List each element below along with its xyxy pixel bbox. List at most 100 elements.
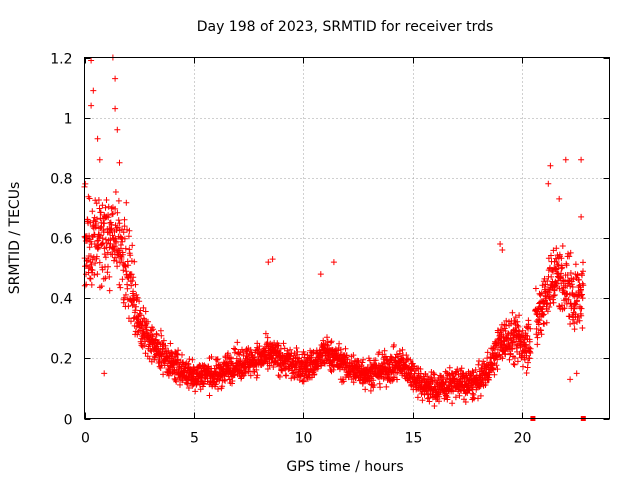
data-point [107,240,114,247]
data-point [192,388,199,395]
data-point [550,296,556,303]
data-point [497,241,504,247]
data-point [574,297,580,304]
data-point [440,374,447,381]
data-point [523,341,530,348]
data-point [125,303,132,310]
data-point [513,327,520,334]
data-point [559,264,566,271]
data-point [347,371,354,378]
data-point [376,349,383,356]
data-point [348,359,355,366]
data-point [158,332,165,339]
data-point [576,276,583,283]
data-point [97,209,104,216]
data-point [565,250,571,257]
data-point [580,259,586,266]
data-point [343,352,350,359]
data-point [89,267,96,274]
data-point [359,359,366,366]
data-point [186,356,193,363]
data-point [362,386,369,393]
data-point [511,355,518,361]
data-point [578,156,585,163]
data-point [294,348,301,355]
data-point [115,217,122,224]
plot-frame [84,57,610,419]
data-point [120,267,127,274]
data-point [126,227,133,234]
data-point [300,378,307,385]
data-point [136,298,143,305]
data-point [112,254,118,261]
y-axis-label: SRMTID / TECUs [7,182,23,295]
data-point [493,362,500,369]
data-point [512,314,519,321]
x-tick-label: 5 [190,431,199,447]
data-point [371,382,378,388]
data-point [370,377,377,384]
data-point [566,253,573,260]
y-tick-label: 0.2 [50,352,72,368]
data-point [567,249,574,256]
data-point [101,251,108,258]
data-point [88,102,95,109]
data-point [355,358,362,364]
data-point [550,292,557,299]
data-point [115,197,122,204]
data-point [289,370,296,377]
data-point [137,307,144,314]
data-point [293,345,300,351]
data-point [567,376,574,383]
data-point [580,268,586,275]
data-point [426,398,433,405]
data-point [544,308,551,315]
data-point [563,262,570,269]
data-point [538,331,545,338]
data-point [87,219,94,226]
data-point [283,372,290,379]
data-point [113,239,120,246]
data-point [344,356,351,363]
data-point [509,339,516,346]
data-point [232,346,239,353]
data-point [488,360,495,367]
data-point [573,301,579,308]
data-point [539,306,546,313]
data-point [130,288,137,295]
data-point [120,229,127,236]
data-point [526,338,533,345]
data-point [141,342,148,349]
data-point [547,162,554,169]
data-point [276,373,283,380]
data-point [544,278,551,284]
data-point [360,356,367,363]
data-point [105,214,112,221]
data-point [94,135,101,142]
data-point [509,346,516,352]
data-point [101,370,108,377]
data-point [122,245,129,252]
data-point [112,75,119,82]
data-point [112,205,119,212]
data-point [571,305,578,312]
data-point [571,326,578,333]
data-point [96,259,103,266]
data-point [129,277,136,284]
data-point [206,392,213,399]
data-point [123,199,130,206]
data-point [128,318,134,325]
data-point [189,356,196,363]
data-point [456,392,463,399]
y-tick-label: 0.6 [50,232,72,248]
chart-title: Day 198 of 2023, SRMTID for receiver trd… [197,19,494,35]
data-point [473,386,480,393]
data-point [543,319,550,326]
data-point [490,366,497,373]
data-point [494,366,501,373]
data-point [130,274,137,281]
data-point [523,370,530,376]
data-point [256,343,263,350]
data-point [527,325,534,332]
